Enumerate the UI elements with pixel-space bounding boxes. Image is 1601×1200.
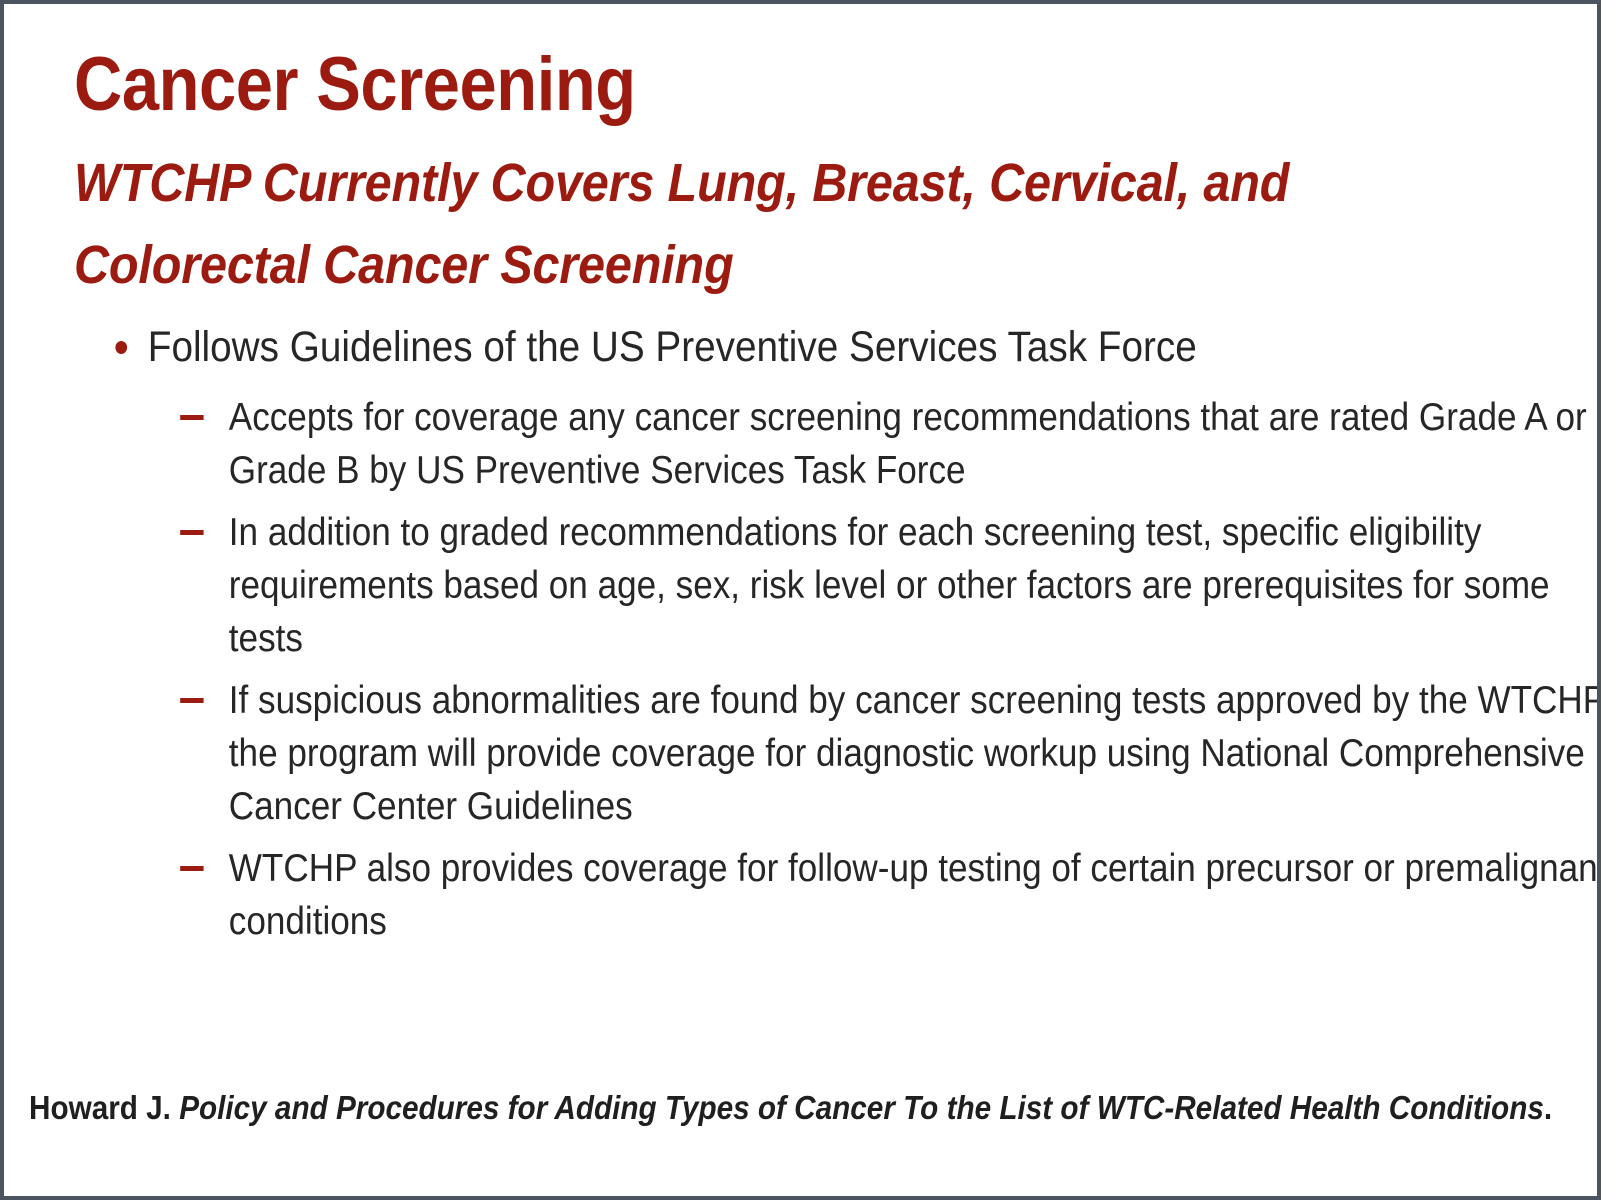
sub-bullet-item: Accepts for coverage any cancer screenin… — [74, 391, 1597, 497]
citation-author: Howard J. — [29, 1088, 180, 1126]
sub-bullet-text: In addition to graded recommendations fo… — [228, 510, 1550, 660]
dash-marker-icon — [180, 414, 204, 420]
sub-bullet-item: WTCHP also provides coverage for follow-… — [74, 842, 1601, 948]
bullet-dot-icon — [115, 341, 128, 354]
slide-content-area: Cancer Screening WTCHP Currently Covers … — [4, 4, 1597, 1196]
dash-marker-icon — [180, 865, 204, 871]
slide-title: Cancer Screening — [74, 42, 636, 127]
bullet-level1: Follows Guidelines of the US Preventive … — [74, 322, 1597, 373]
title-block: Cancer Screening WTCHP Currently Covers … — [74, 42, 1537, 306]
sub-bullet-list: Accepts for coverage any cancer screenin… — [74, 391, 1597, 948]
sub-bullet-text: Accepts for coverage any cancer screenin… — [228, 395, 1587, 492]
sub-bullet-item: In addition to graded recommendations fo… — [74, 506, 1597, 665]
body-content: Follows Guidelines of the US Preventive … — [74, 322, 1597, 957]
source-citation: Howard J. Policy and Procedures for Addi… — [29, 1083, 1597, 1133]
bullet-level1-text: Follows Guidelines of the US Preventive … — [147, 323, 1197, 371]
sub-bullet-text: If suspicious abnormalities are found by… — [228, 678, 1601, 828]
sub-bullet-item: If suspicious abnormalities are found by… — [74, 674, 1601, 833]
citation-work-title: Policy and Procedures for Adding Types o… — [179, 1088, 1544, 1126]
dash-marker-icon — [180, 529, 204, 535]
slide-subtitle: WTCHP Currently Covers Lung, Breast, Cer… — [74, 153, 1290, 296]
dash-marker-icon — [180, 697, 204, 703]
citation-terminator: . — [1543, 1088, 1553, 1126]
sub-bullet-text: WTCHP also provides coverage for follow-… — [228, 846, 1601, 944]
